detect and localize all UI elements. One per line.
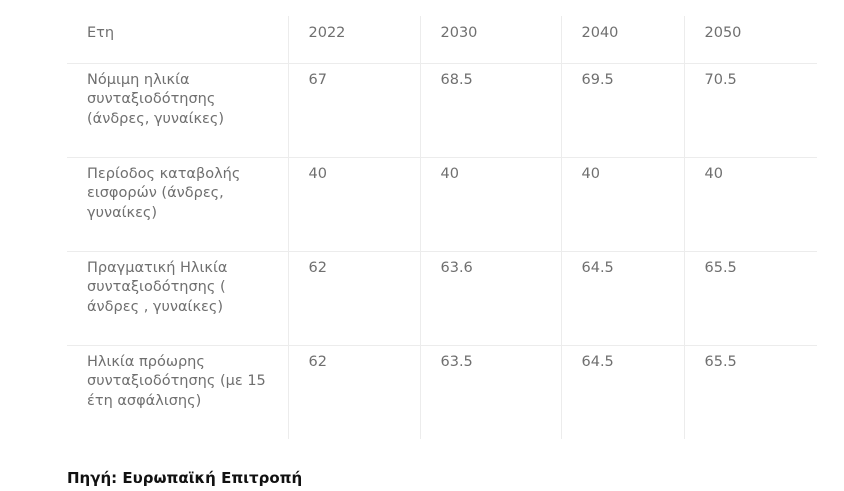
table-cell: 62 bbox=[287, 251, 420, 346]
pension-age-table: Ετη 2022 2030 2040 2050 Νόμιμη ηλικία συ… bbox=[67, 16, 817, 439]
table-cell: 40 bbox=[419, 157, 561, 252]
row-label: Ηλικία πρόωρης συνταξιοδότησης (με 15 έτ… bbox=[87, 353, 266, 409]
header-cell-years: Ετη bbox=[67, 16, 288, 64]
row-label: Νόμιμη ηλικία συνταξιοδότησης (άνδρες, γ… bbox=[67, 63, 288, 158]
table-cell: 64.5 bbox=[560, 251, 684, 346]
table-cell: 40 bbox=[287, 157, 420, 252]
row-label: Περίοδος καταβολής εισφορών (άνδρες, γυν… bbox=[67, 157, 288, 252]
header-cell-year: 2040 bbox=[560, 16, 684, 64]
header-cell-year: 2050 bbox=[683, 16, 817, 64]
table-row: Νόμιμη ηλικία συνταξιοδότησης (άνδρες, γ… bbox=[67, 63, 817, 158]
table-row: Πραγματική Ηλικία συνταξιοδότησης ( άνδρ… bbox=[67, 251, 817, 346]
table-cell: 40 bbox=[560, 157, 684, 252]
row-label: Πραγματική Ηλικία συνταξιοδότησης ( άνδρ… bbox=[67, 251, 288, 346]
table-cell: 67 bbox=[287, 63, 420, 158]
table-cell: 69.5 bbox=[560, 63, 684, 158]
table-cell: 65.5 bbox=[683, 345, 817, 439]
table-header-row: Ετη 2022 2030 2040 2050 bbox=[67, 16, 817, 64]
table-row: Ηλικία πρόωρης συνταξιοδότησης (με 15 έτ… bbox=[67, 345, 817, 439]
table-cell: 40 bbox=[683, 157, 817, 252]
table-cell: 64.5 bbox=[560, 345, 684, 439]
table-cell: 70.5 bbox=[683, 63, 817, 158]
table-row: Περίοδος καταβολής εισφορών (άνδρες, γυν… bbox=[67, 157, 817, 252]
table-cell: 62 bbox=[287, 345, 420, 439]
table-cell: 65.5 bbox=[683, 251, 817, 346]
table-cell: 68.5 bbox=[419, 63, 561, 158]
table-cell: 63.5 bbox=[419, 345, 561, 439]
header-cell-year: 2022 bbox=[287, 16, 420, 64]
table-cell: 63.6 bbox=[419, 251, 561, 346]
header-cell-year: 2030 bbox=[419, 16, 561, 64]
source-caption: Πηγή: Ευρωπαϊκή Επιτροπή bbox=[67, 469, 303, 487]
